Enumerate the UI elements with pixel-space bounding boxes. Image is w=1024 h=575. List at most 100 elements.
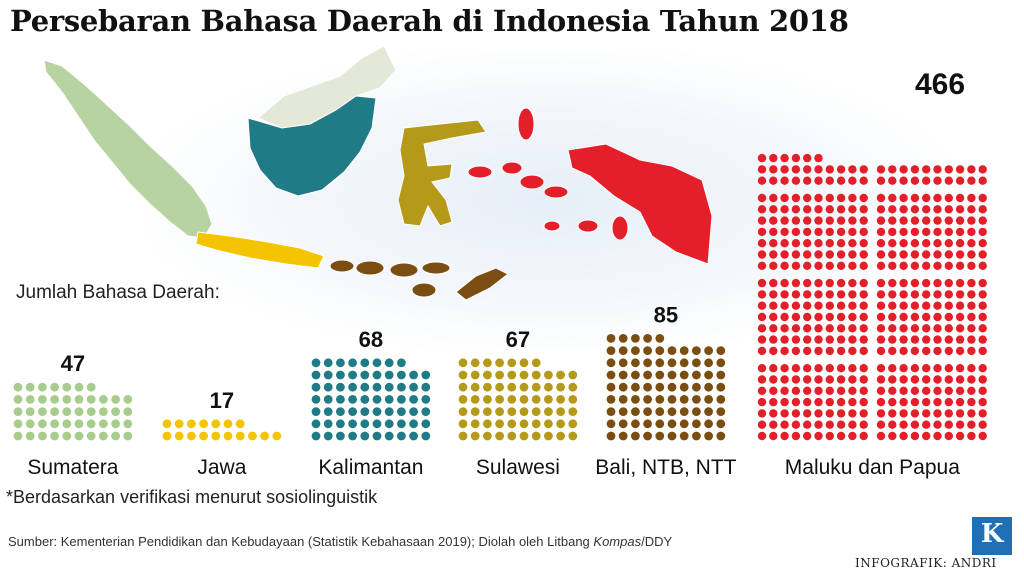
dot (825, 205, 834, 214)
page-title: Persebaran Bahasa Daerah di Indonesia Ta… (10, 4, 849, 38)
dot (397, 419, 406, 429)
dot (507, 431, 517, 441)
dot (967, 324, 976, 333)
dot (848, 216, 857, 225)
dot (922, 250, 931, 259)
source-italic: Kompas (593, 534, 642, 549)
dot (507, 419, 517, 429)
dot (568, 395, 578, 404)
dot (791, 346, 801, 356)
dot (876, 301, 886, 310)
dot (507, 407, 517, 416)
dot (679, 395, 689, 404)
dot (859, 409, 868, 418)
dot (667, 395, 677, 404)
dot (978, 261, 987, 270)
map-maluku-papua (467, 107, 713, 265)
dot (769, 312, 778, 322)
dot (631, 370, 640, 380)
dot (769, 346, 778, 356)
dot (944, 346, 953, 356)
dot (544, 431, 553, 441)
dot (910, 420, 920, 429)
dot (679, 346, 689, 355)
value-label-kalimantan: 68 (359, 327, 383, 352)
dot (791, 216, 801, 225)
dot (899, 375, 908, 384)
dot (922, 364, 931, 373)
footnote: *Berdasarkan verifikasi menurut sosiolin… (6, 487, 378, 507)
dot (757, 431, 767, 441)
dot (967, 165, 976, 174)
dot (967, 227, 976, 237)
dot (859, 216, 868, 225)
dot (679, 431, 689, 441)
dot (692, 370, 701, 380)
dot (643, 334, 652, 343)
dot (618, 382, 628, 392)
dot (825, 397, 834, 407)
dot (384, 407, 394, 416)
dot (211, 431, 221, 441)
dot (836, 335, 846, 344)
dot (397, 382, 406, 392)
dot (944, 216, 953, 225)
dot (704, 419, 713, 429)
dot (769, 205, 778, 214)
dot (876, 250, 886, 259)
dot (910, 301, 920, 310)
dot (859, 261, 868, 270)
dot (910, 397, 920, 407)
dot (618, 395, 628, 404)
dot (825, 250, 834, 259)
dot (825, 431, 834, 441)
dot (944, 176, 953, 185)
dot (848, 431, 857, 441)
dot (803, 216, 812, 225)
dot (397, 407, 406, 416)
chart-subtitle: Jumlah Bahasa Daerah: (16, 282, 220, 303)
dot (62, 419, 72, 429)
dot (955, 431, 965, 441)
category-label-sumatera: Sumatera (27, 456, 118, 479)
dot (859, 301, 868, 310)
dot (910, 364, 920, 373)
dot (825, 216, 834, 225)
dot (631, 358, 640, 368)
dot (25, 419, 35, 429)
dot (910, 431, 920, 441)
dot (944, 261, 953, 270)
dot (421, 370, 431, 380)
dot (272, 431, 282, 441)
dot (780, 278, 789, 288)
dot (483, 370, 492, 380)
dot (606, 358, 616, 368)
dot (360, 419, 370, 429)
dot (888, 397, 897, 407)
dot (814, 261, 823, 270)
dot (944, 312, 953, 322)
dot (876, 431, 886, 441)
dot (922, 165, 931, 174)
dot (692, 346, 701, 355)
dot (372, 382, 382, 392)
dot (123, 419, 133, 429)
dot (922, 205, 931, 214)
value-label-jawa: 17 (210, 388, 234, 413)
dot (38, 382, 47, 392)
dot (556, 382, 565, 392)
dot (397, 358, 406, 368)
dot (955, 278, 965, 288)
dot (618, 346, 628, 355)
dot (910, 375, 920, 384)
dot (618, 358, 628, 368)
dot (910, 312, 920, 322)
dot (791, 205, 801, 214)
dot (235, 431, 245, 441)
dot (123, 395, 133, 404)
dot (716, 382, 726, 392)
dot (483, 419, 492, 429)
dot (888, 346, 897, 356)
dot (50, 419, 59, 429)
dot (211, 419, 221, 429)
